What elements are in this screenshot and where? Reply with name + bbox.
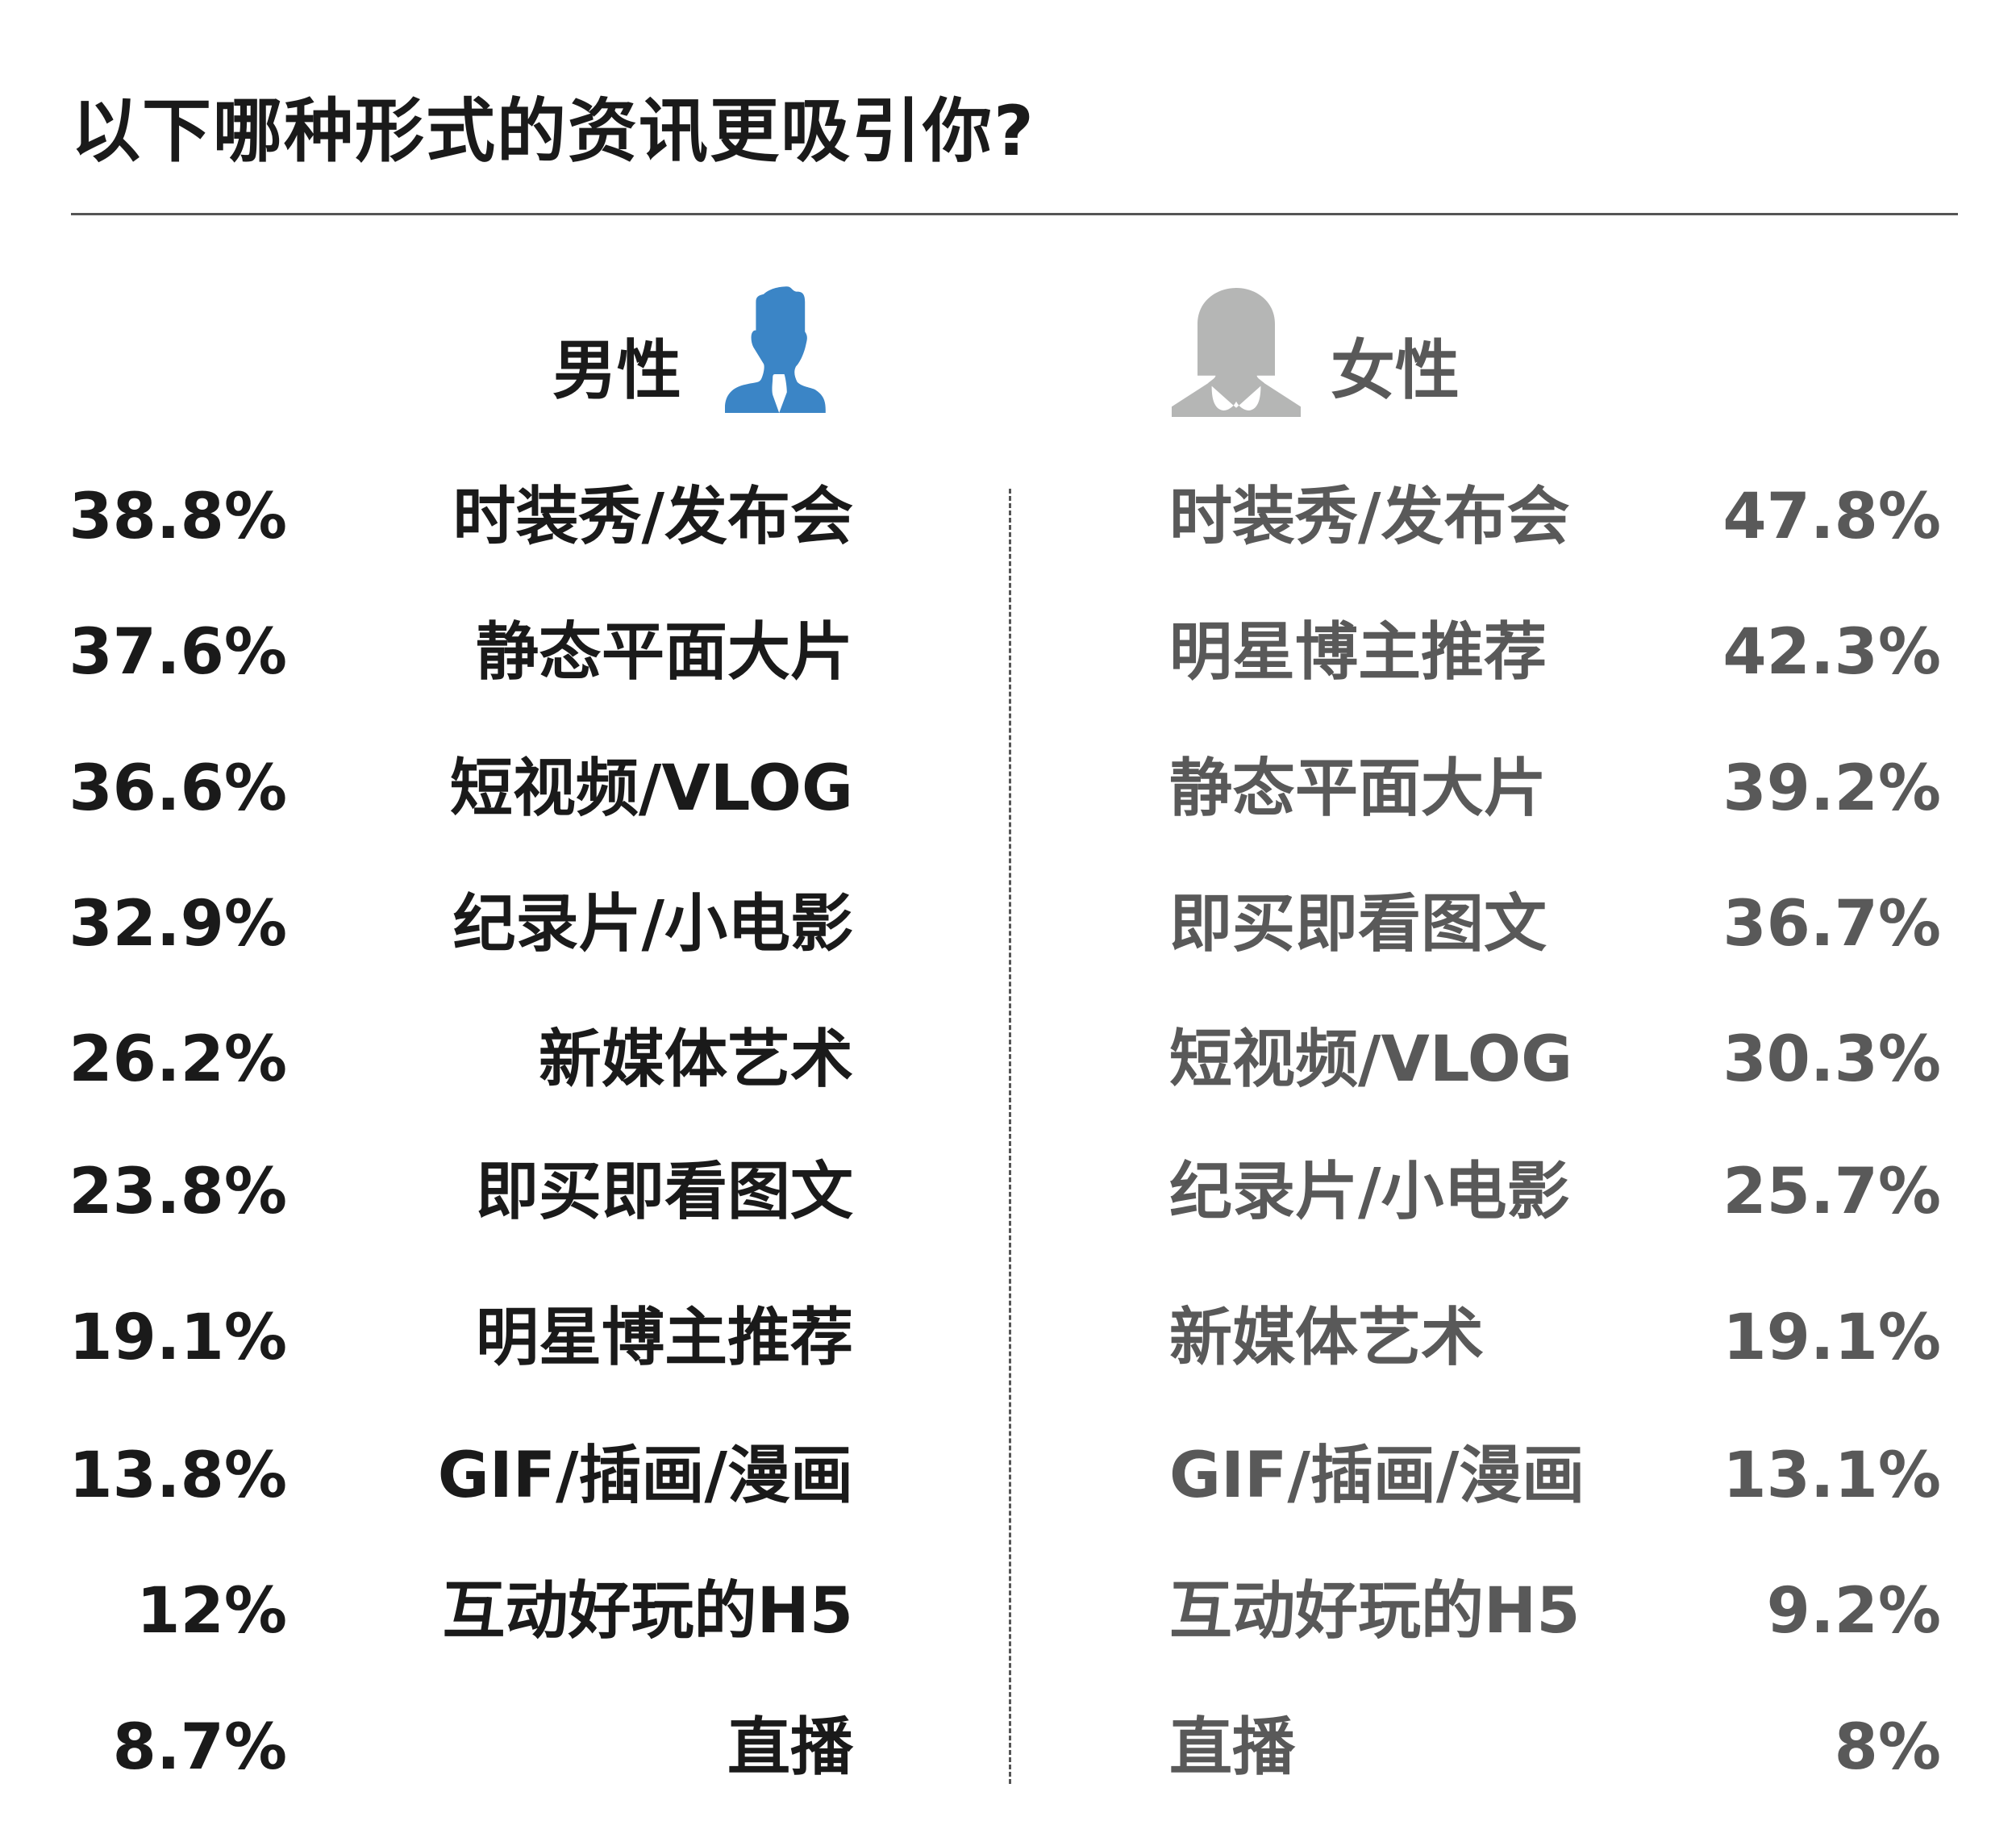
female-label: 短视频/VLOG	[1169, 1023, 1573, 1096]
male-person-icon	[725, 286, 826, 413]
female-value: 36.7%	[1722, 888, 1941, 961]
male-value: 12%	[136, 1575, 287, 1648]
female-value: 25.7%	[1722, 1156, 1941, 1228]
female-value: 9.2%	[1766, 1575, 1941, 1648]
male-value: 23.8%	[69, 1156, 287, 1228]
female-value: 13.1%	[1722, 1440, 1941, 1512]
female-header: 女性	[1331, 333, 1460, 408]
male-value: 8.7%	[112, 1711, 287, 1784]
female-label: 新媒体艺术	[1169, 1302, 1485, 1374]
male-value: 26.2%	[69, 1023, 287, 1096]
female-value: 30.3%	[1722, 1023, 1941, 1096]
title-divider	[71, 213, 1958, 215]
female-label: 直播	[1169, 1711, 1296, 1784]
female-label: 即买即看图文	[1169, 888, 1547, 961]
female-value: 19.1%	[1722, 1302, 1941, 1374]
female-value: 47.8%	[1722, 481, 1941, 553]
female-person-icon	[1172, 288, 1301, 417]
female-value: 42.3%	[1722, 616, 1941, 689]
male-value: 13.8%	[69, 1440, 287, 1512]
male-label: 短视频/VLOG	[449, 752, 853, 825]
male-label: 时装秀/发布会	[452, 481, 854, 553]
female-label: GIF/插画/漫画	[1169, 1440, 1585, 1512]
female-label: 静态平面大片	[1169, 752, 1547, 825]
male-value: 36.6%	[69, 752, 287, 825]
page-title: 以下哪种形式的资讯更吸引你?	[71, 91, 1035, 172]
female-value: 8%	[1834, 1711, 1941, 1784]
male-label: 明星博主推荐	[475, 1302, 853, 1374]
male-label: GIF/插画/漫画	[437, 1440, 853, 1512]
female-label: 互动好玩的H5	[1169, 1575, 1581, 1648]
male-label: 即买即看图文	[475, 1156, 853, 1228]
male-value: 32.9%	[69, 888, 287, 961]
male-label: 直播	[727, 1711, 853, 1784]
female-label: 明星博主推荐	[1169, 616, 1547, 689]
female-label: 时装秀/发布会	[1169, 481, 1570, 553]
male-label: 互动好玩的H5	[442, 1575, 853, 1648]
male-label: 纪录片/小电影	[452, 888, 854, 961]
male-label: 新媒体艺术	[538, 1023, 853, 1096]
column-divider	[1009, 489, 1011, 1784]
female-label: 纪录片/小电影	[1169, 1156, 1570, 1228]
male-value: 37.6%	[69, 616, 287, 689]
male-header: 男性	[552, 333, 681, 408]
female-value: 39.2%	[1722, 752, 1941, 825]
male-value: 38.8%	[69, 481, 287, 553]
male-value: 19.1%	[69, 1302, 287, 1374]
male-label: 静态平面大片	[475, 616, 853, 689]
